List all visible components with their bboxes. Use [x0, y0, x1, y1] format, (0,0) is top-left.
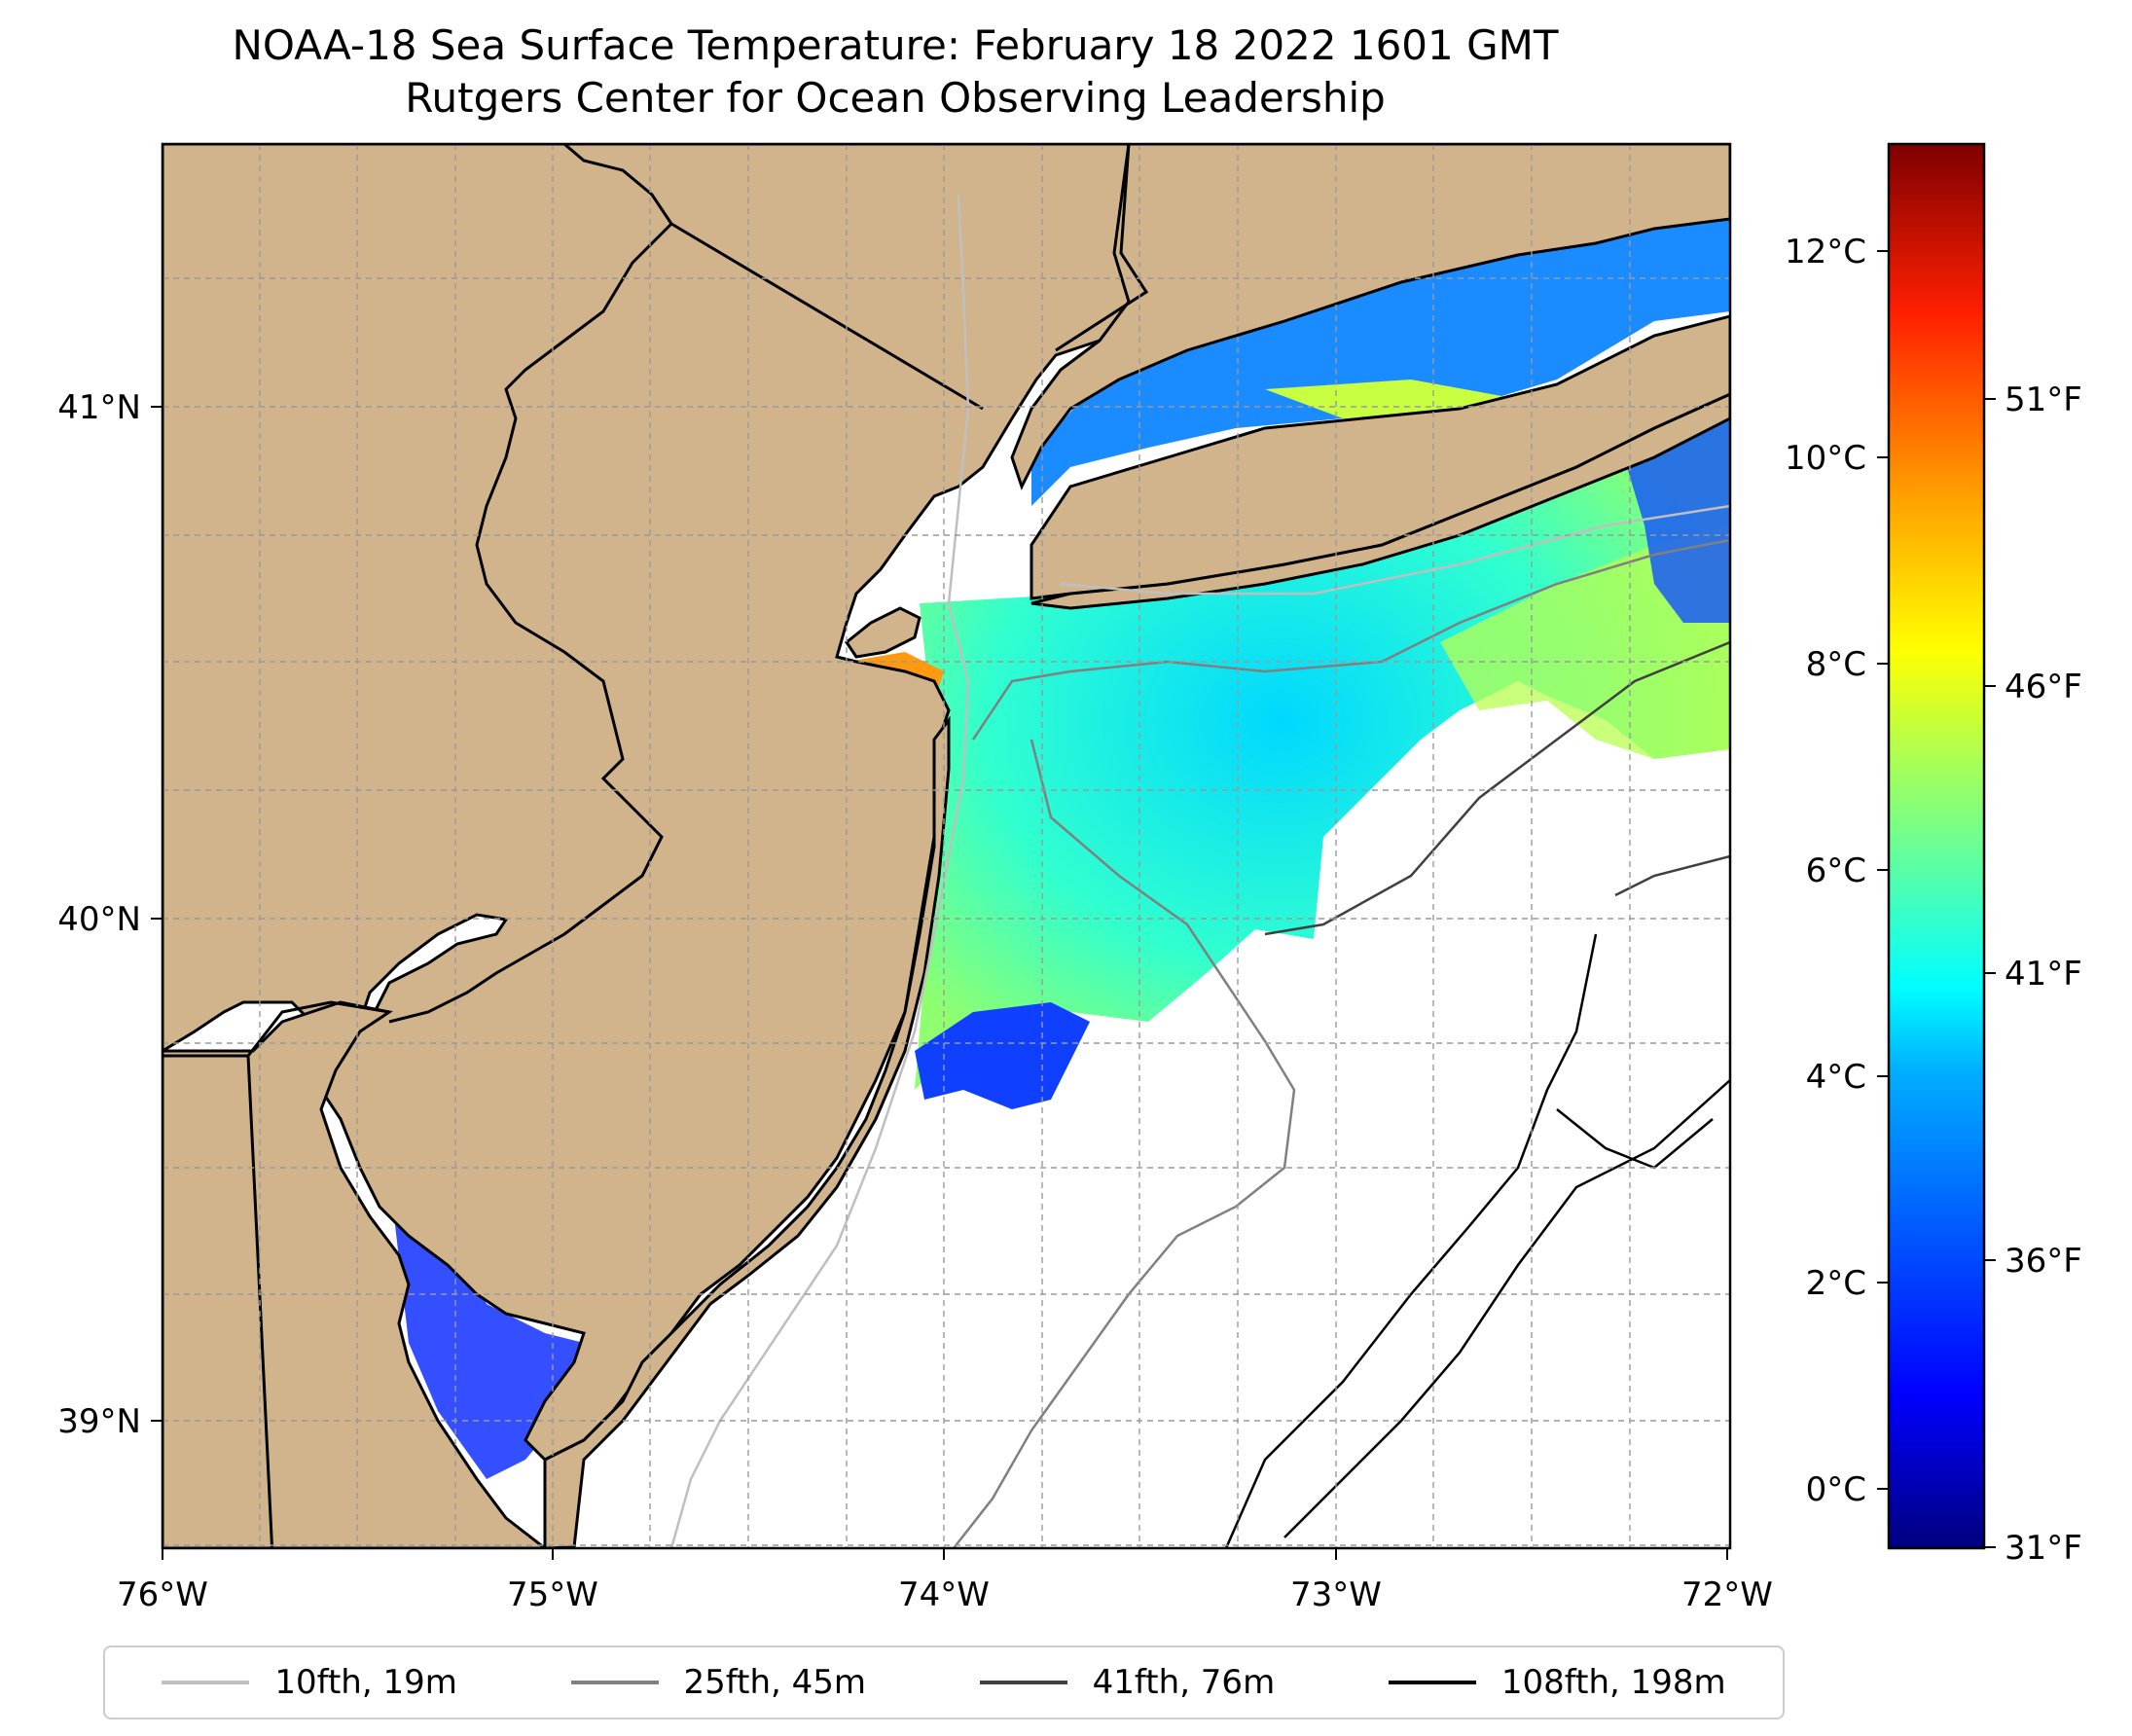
sst-delaware-bay: [394, 1216, 584, 1479]
colorbar-c-label: 12°C: [1785, 233, 1866, 271]
colorbar-c-label: 2°C: [1806, 1264, 1866, 1303]
sst-cold-fringe: [915, 1002, 1090, 1109]
land-long-island: [1030, 314, 1730, 600]
map-title: NOAA-18 Sea Surface Temperature: Februar…: [232, 21, 1559, 69]
colorbar-f-label: 41°F: [2005, 955, 2082, 994]
sst-long-island-sound: [1031, 219, 1730, 506]
x-tick-label: 76°W: [117, 1575, 208, 1614]
legend-item-10fth: 10fth, 19m: [162, 1663, 457, 1702]
colorbar-c-label: 10°C: [1785, 439, 1866, 478]
isobath-25fth-south: [953, 739, 1296, 1548]
legend-swatch: [1388, 1681, 1476, 1684]
legend-label: 41fth, 76m: [1092, 1663, 1276, 1702]
border-ny-ct: [1055, 144, 1149, 352]
legend-item-108fth: 108fth, 198m: [1388, 1663, 1726, 1702]
colorbar-f-label: 51°F: [2005, 380, 2082, 419]
isobath-108fth-b: [1224, 933, 1598, 1548]
map-content: [163, 144, 1730, 1548]
legend-label: 10fth, 19m: [274, 1663, 457, 1702]
x-tick-label: 74°W: [898, 1575, 990, 1614]
graticule: [163, 144, 1730, 1548]
isobath-25fth: [971, 538, 1730, 741]
map-subtitle: Rutgers Center for Ocean Observing Leade…: [405, 74, 1386, 122]
axis-ticks: [151, 406, 1728, 1560]
y-tick-label: 41°N: [57, 388, 141, 427]
isobath-10fth-li: [1060, 504, 1730, 596]
isobath-10fth: [669, 194, 970, 1548]
colorbar-f-label: 36°F: [2005, 1242, 2082, 1281]
colorbar-f-label: 46°F: [2005, 668, 2082, 706]
land-connecticut: [1010, 144, 1730, 490]
isobath-108fth: [1283, 1079, 1730, 1538]
colorbar-c-label: 6°C: [1806, 851, 1866, 890]
legend-item-25fth: 25fth, 45m: [570, 1663, 867, 1702]
colorbar-c-label: 8°C: [1806, 645, 1866, 684]
border-ny-nj: [670, 222, 984, 411]
isobath-41fth: [1264, 640, 1730, 936]
border-maryland: [246, 1000, 390, 1057]
isobath-108fth-c: [1556, 1108, 1714, 1170]
land-staten-island: [844, 606, 921, 659]
legend-label: 25fth, 45m: [683, 1663, 867, 1702]
legend-swatch: [570, 1681, 659, 1684]
isobath-41fth-b: [1614, 854, 1730, 897]
x-tick-label: 75°W: [507, 1575, 598, 1614]
land-cape-may: [543, 715, 951, 1548]
legend-item-41fth: 41fth, 76m: [979, 1663, 1276, 1702]
colorbar: [1887, 142, 1986, 1550]
colorbar-c-label: 0°C: [1806, 1470, 1866, 1509]
colorbar-f-label: 31°F: [2005, 1529, 2082, 1568]
legend-swatch: [979, 1681, 1067, 1684]
y-tick-label: 40°N: [57, 900, 141, 939]
legend-label: 108fth, 198m: [1500, 1663, 1726, 1702]
border-pa-nj: [388, 222, 673, 1024]
isobath-legend: 10fth, 19m 25fth, 45m 41fth, 76m 108fth,…: [103, 1646, 1785, 1719]
legend-swatch: [162, 1681, 250, 1684]
map-border: [161, 142, 1732, 1550]
x-tick-label: 73°W: [1290, 1575, 1382, 1614]
colorbar-ticks: [1877, 250, 1996, 1548]
x-tick-label: 72°W: [1681, 1575, 1773, 1614]
colorbar-c-label: 4°C: [1806, 1058, 1866, 1097]
y-tick-label: 39°N: [57, 1402, 141, 1441]
sst-shelf-water: [915, 418, 1730, 1090]
border-north: [563, 144, 673, 225]
